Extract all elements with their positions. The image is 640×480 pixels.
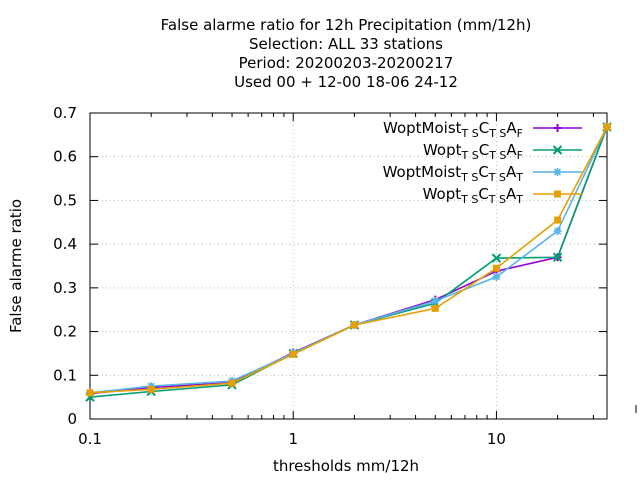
legend-label-part: Wopt — [423, 185, 462, 203]
legend-label-part: T S — [488, 127, 506, 140]
data-point — [491, 253, 502, 263]
legend-swatch-marker — [553, 124, 562, 132]
data-point — [553, 227, 562, 236]
legend-label-part: T S — [488, 171, 506, 184]
legend-swatch-marker — [552, 145, 563, 155]
chart-title: False alarme ratio for 12h Precipitation… — [161, 16, 532, 91]
legend-label-part: T S — [488, 149, 506, 162]
data-point — [289, 350, 297, 358]
data-point — [552, 252, 563, 262]
series-line-4 — [89, 126, 608, 394]
legend-entry-label: WoptT SCT SAF — [423, 141, 523, 162]
data-point — [554, 216, 562, 224]
y-tick-label: 0.6 — [53, 148, 77, 166]
chart-title-line: Selection: ALL 33 stations — [249, 35, 443, 53]
legend-label-part: C — [478, 163, 488, 181]
x-tick-label: 10 — [487, 430, 506, 448]
chart-title-line: False alarme ratio for 12h Precipitation… — [161, 16, 532, 34]
x-tick-label: 0.1 — [78, 430, 102, 448]
marker-part — [431, 297, 439, 305]
x-tick-label: 1 — [288, 430, 298, 448]
legend-label-part: T — [515, 171, 523, 184]
data-point — [86, 389, 94, 397]
series-line-3 — [89, 126, 608, 394]
plot-frame — [89, 112, 608, 420]
legend-label-part: A — [506, 141, 517, 159]
legend-label-part: T S — [461, 127, 479, 140]
data-point — [350, 321, 358, 329]
legend-label-part: A — [506, 119, 517, 137]
legend-label-part: F — [517, 149, 523, 162]
legend-label-part: C — [479, 141, 489, 159]
data-point — [431, 296, 440, 305]
y-tick-label: 0.7 — [53, 104, 77, 122]
legend-label-part: T — [515, 193, 523, 206]
grid — [90, 113, 607, 419]
legend-label-part: T S — [488, 193, 506, 206]
y-axis-label: False alarme ratio — [7, 199, 25, 333]
data-point — [147, 385, 155, 393]
marker-part — [552, 252, 563, 262]
legend-label-part: WoptMoist — [383, 119, 462, 137]
marker-part — [553, 168, 562, 176]
legend-label-part: Wopt — [423, 141, 462, 159]
y-tick-label: 0 — [67, 410, 77, 428]
legend-entry-label: WoptT SCT SAT — [423, 185, 524, 206]
legend-label-part: F — [517, 127, 523, 140]
data-point — [492, 272, 501, 281]
chart-title-line: Period: 20200203-20200217 — [239, 54, 454, 72]
data-point — [603, 123, 611, 131]
y-tick-label: 0.5 — [53, 191, 77, 209]
marker-part — [554, 227, 562, 235]
legend-label-part: T S — [460, 193, 478, 206]
y-tick-label: 0.3 — [53, 279, 77, 297]
legend-label-part: T S — [460, 171, 478, 184]
legend-label-part: C — [479, 119, 489, 137]
legend-entry-label: WoptMoistT SCT SAF — [383, 119, 523, 140]
chart-title-line: Used 00 + 12-00 18-06 24-12 — [234, 73, 458, 91]
data-point — [492, 264, 500, 272]
y-tick-label: 0.4 — [53, 235, 77, 253]
marker-part — [552, 145, 563, 155]
legend-label-part: A — [506, 163, 517, 181]
legend-label-part: WoptMoist — [383, 163, 462, 181]
y-tick-label: 0.1 — [53, 366, 77, 384]
legend-label-part: T S — [461, 149, 479, 162]
marker-part — [492, 273, 501, 281]
axis-ticks: 00.10.20.30.40.50.60.70.1 1 10 — [53, 104, 637, 448]
series-line-2 — [89, 126, 608, 398]
legend-label-part: A — [506, 185, 517, 203]
data-point — [228, 379, 236, 387]
legend-entry-label: WoptMoistT SCT SAT — [383, 163, 524, 184]
series-line-1 — [89, 126, 608, 395]
data-point — [431, 304, 439, 312]
legend-label-part: C — [478, 185, 488, 203]
legend-swatch-marker — [554, 190, 561, 198]
y-tick-label: 0.2 — [53, 323, 77, 341]
x-axis-label: thresholds mm/12h — [273, 457, 419, 475]
marker-part — [491, 253, 502, 263]
legend-swatch-marker — [553, 168, 562, 176]
series-layer — [85, 122, 612, 402]
